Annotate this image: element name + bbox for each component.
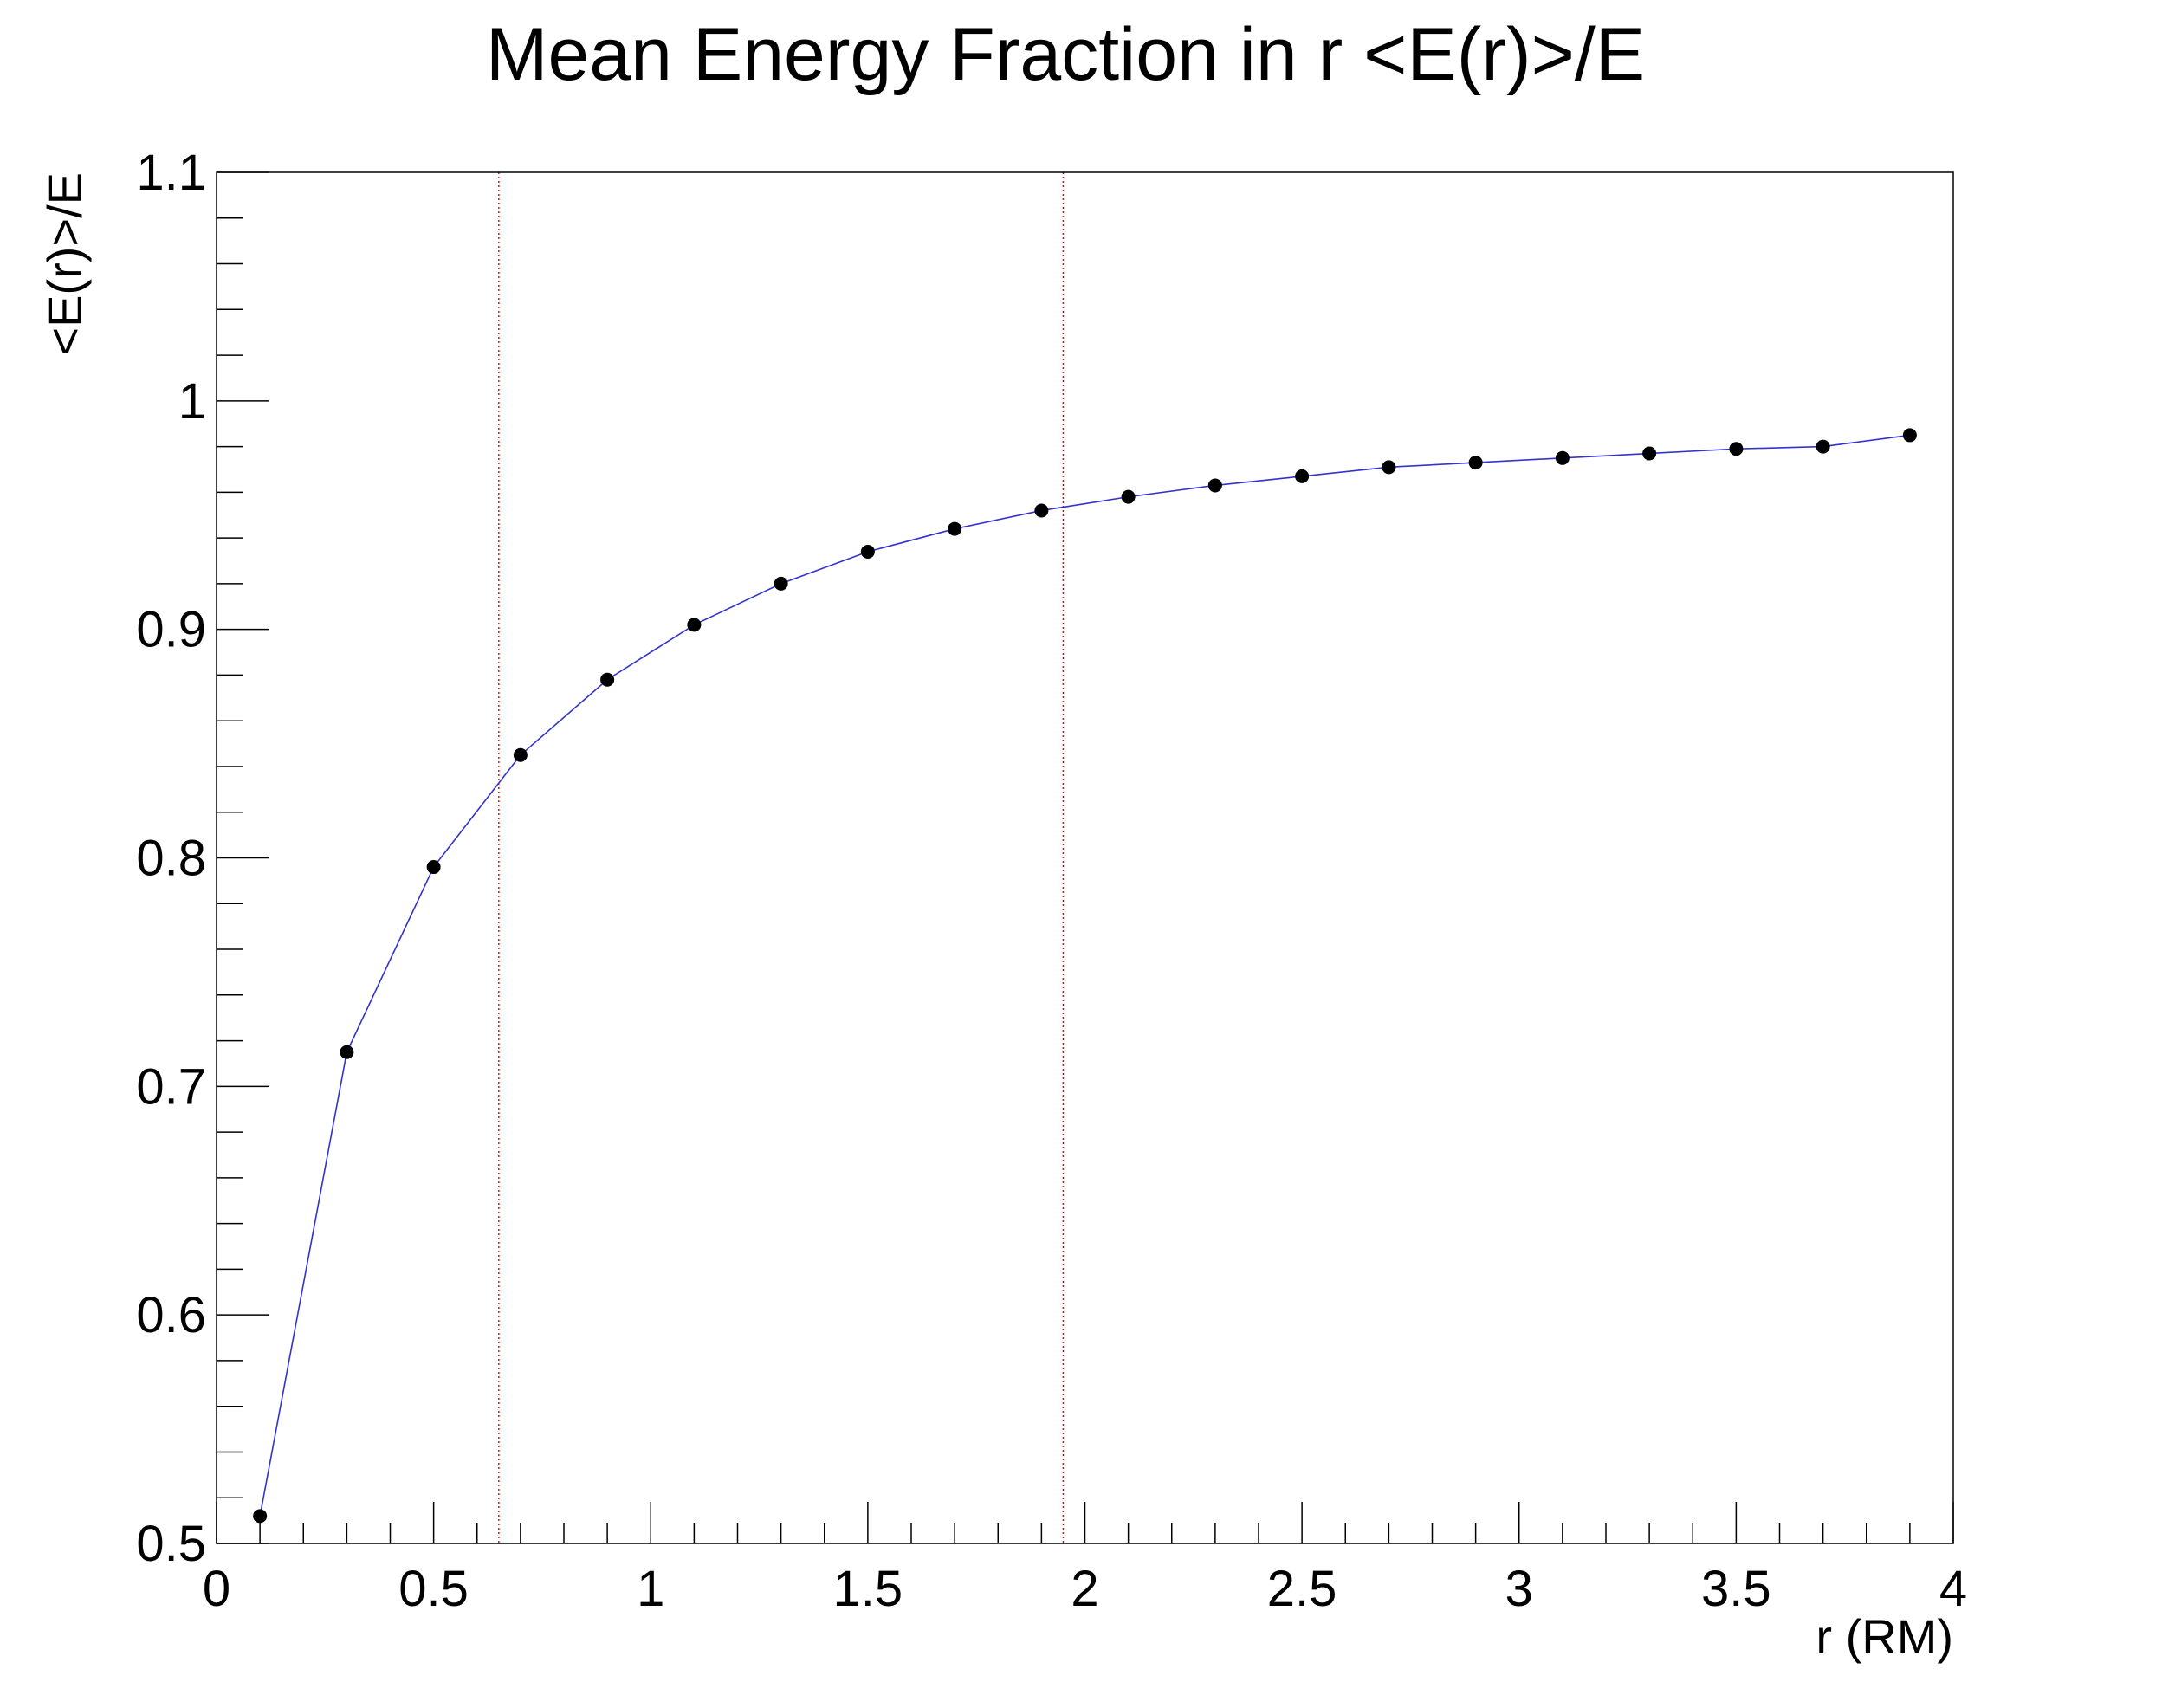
y-tick-label: 0.9: [136, 602, 206, 658]
x-axis-label: r (RM): [1816, 1609, 1953, 1664]
chart-title: Mean Energy Fraction in r <E(r)>/E: [486, 13, 1645, 96]
series-line-0: [259, 434, 1910, 1517]
axis-ticks: [216, 171, 1954, 1544]
data-point: [774, 576, 788, 591]
y-tick-label: 0.8: [136, 831, 206, 887]
data-point: [1207, 478, 1222, 493]
data-points: [253, 428, 1917, 1524]
data-point: [1295, 469, 1310, 483]
data-point: [1729, 442, 1744, 456]
data-point: [860, 544, 875, 559]
x-tick-labels: 0 0.5 1 1.5 2 2.5 3 3.5 4: [203, 1561, 1967, 1617]
data-point: [687, 618, 702, 632]
x-tick-label: 0: [203, 1561, 230, 1617]
data-point: [1816, 439, 1830, 454]
series-lines: [259, 434, 1910, 1517]
x-tick-label: 3.5: [1701, 1561, 1771, 1617]
data-point: [426, 860, 441, 875]
y-tick-label: 0.7: [136, 1058, 206, 1115]
data-point: [513, 747, 528, 762]
data-point: [1902, 428, 1917, 443]
data-point: [1034, 503, 1049, 518]
y-axis-label: <E(r)>/E: [37, 172, 92, 356]
data-point: [948, 521, 962, 536]
y-tick-label: 1: [178, 373, 206, 430]
x-tick-label: 3: [1505, 1561, 1533, 1617]
data-point: [1121, 489, 1136, 504]
x-tick-label: 1: [637, 1561, 664, 1617]
x-tick-label: 2.5: [1267, 1561, 1337, 1617]
data-point: [340, 1045, 354, 1059]
x-tick-label: 1.5: [833, 1561, 903, 1617]
x-tick-label: 4: [1939, 1561, 1967, 1617]
y-tick-label: 0.6: [136, 1287, 206, 1343]
data-point: [600, 672, 615, 687]
data-point: [253, 1509, 268, 1524]
data-point: [1468, 456, 1483, 470]
data-point: [1555, 450, 1570, 465]
y-tick-labels: 0.5 0.6 0.7 0.8 0.9 1 1.1: [136, 145, 206, 1572]
y-tick-label: 0.5: [136, 1516, 206, 1572]
plot-frame: [216, 171, 1954, 1544]
data-point: [1642, 446, 1657, 461]
x-tick-label: 2: [1071, 1561, 1098, 1617]
data-point: [1382, 460, 1396, 475]
x-tick-label: 0.5: [398, 1561, 469, 1617]
y-tick-label: 1.1: [136, 145, 206, 201]
reference-lines: [498, 172, 1065, 1543]
